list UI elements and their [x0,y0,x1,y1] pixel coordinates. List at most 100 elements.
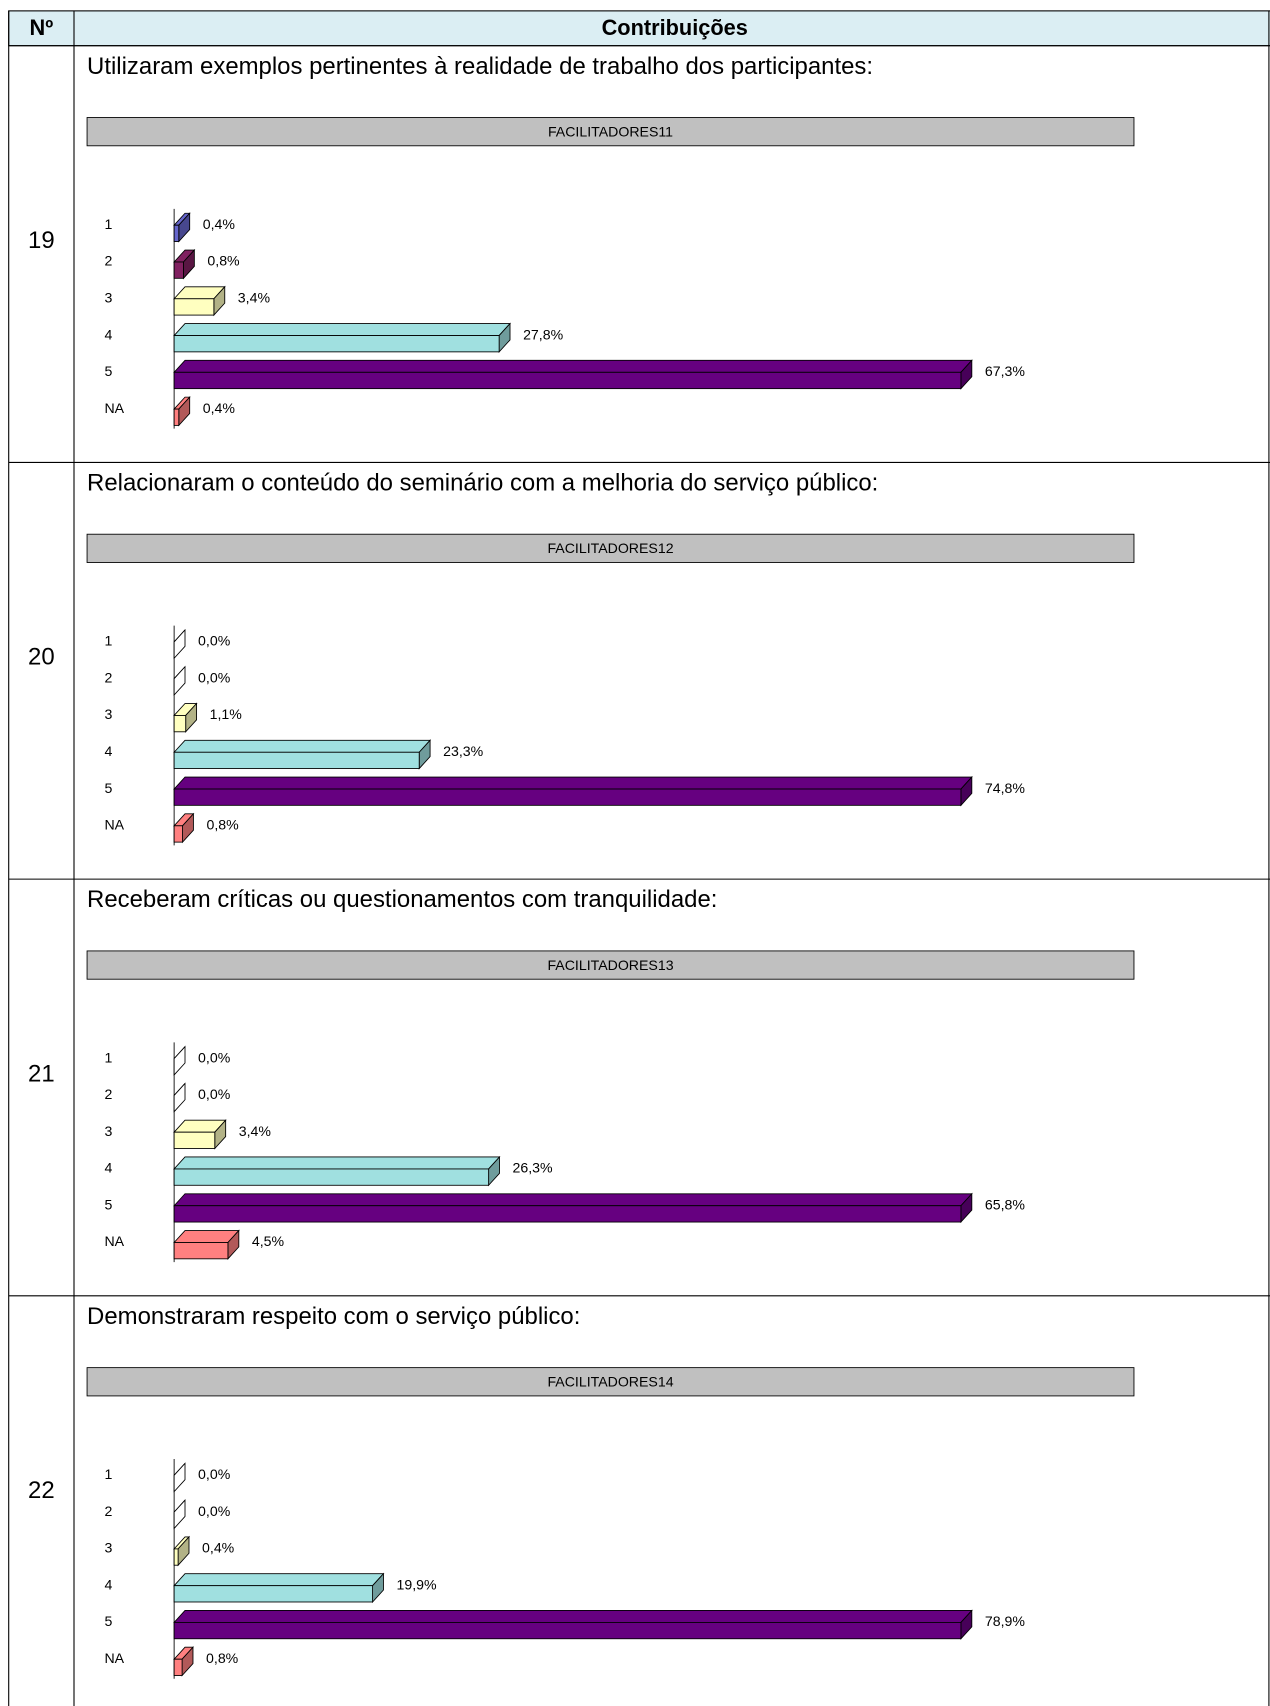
bar-side-shade [960,777,972,806]
value-label: 0,0% [198,669,231,685]
value-label: 0,0% [198,1466,231,1482]
value-label: 0,0% [198,1503,231,1519]
bar-side-shade [419,740,431,769]
header-contributions: Contribuições [602,15,748,40]
chart-title: FACILITADORES11 [548,123,673,139]
value-label: 19,9% [397,1576,437,1592]
category-label: 1 [104,633,112,649]
value-label: 65,8% [985,1196,1025,1212]
bar-top [173,1610,973,1623]
bar [173,788,962,806]
row-number: 21 [28,1060,55,1087]
header-row [8,10,1270,47]
value-label: 0,4% [203,216,236,232]
bar-side-shade [182,813,194,843]
bar-top [173,359,973,373]
bar-side-shade [213,286,225,316]
row-number: 19 [28,227,55,254]
bar-side-shade [185,703,197,732]
bar [173,1131,216,1149]
value-label: 26,3% [513,1160,553,1176]
bar-side-shade [183,250,195,279]
header-number: Nº [30,15,54,40]
category-label: 5 [104,780,112,796]
category-label: 1 [104,216,112,232]
bar-side [173,1082,186,1113]
value-label: 1,1% [210,706,243,722]
value-label: 0,8% [206,817,239,833]
bar-top [173,1156,501,1170]
chart-title-box [86,533,1135,563]
value-label: 67,3% [985,363,1025,379]
bar-side-shade [960,1193,972,1223]
bar-side [173,628,186,660]
bar-side-shade [372,1573,384,1602]
bar [173,408,180,426]
value-label: 3,4% [238,290,271,306]
row-number: 22 [28,1477,55,1504]
bar-side-shade [178,397,190,426]
chart-title: FACILITADORES14 [547,1374,673,1390]
bar-top [173,323,512,336]
chart-title-box [86,1367,1135,1397]
value-label: 23,3% [443,743,483,759]
category-label: 4 [104,743,112,759]
category-label: 2 [104,1503,112,1519]
bar [173,1622,962,1640]
category-label: 1 [104,1049,112,1065]
value-label: 0,0% [198,1049,231,1065]
category-label: 4 [104,1160,112,1176]
question: Utilizaram exemplos pertinentes à realid… [87,53,873,80]
bar [173,751,420,770]
value-label: 27,8% [523,326,563,342]
value-label: 0,8% [207,253,240,269]
category-label: NA [104,1233,124,1249]
category-label: 5 [104,1196,112,1212]
bar-top [173,776,973,790]
bar [173,1658,183,1676]
bar [173,1168,490,1186]
category-label: 5 [104,1613,112,1629]
category-label: 3 [104,290,112,306]
bar-top [173,1193,973,1207]
bar [173,715,187,733]
bar-top [173,739,432,753]
category-label: NA [104,400,124,416]
category-label: 1 [104,1466,112,1482]
value-label: 74,8% [985,780,1025,796]
chart-title: FACILITADORES12 [547,540,673,556]
category-label: 2 [104,669,112,685]
question: Demonstraram respeito com o serviço públ… [87,1303,580,1330]
bar-side [173,665,186,697]
bar [173,1205,962,1223]
bar-side [173,1045,186,1077]
bar-top [173,1573,385,1587]
bar-side-shade [178,1536,189,1566]
chart-title-box [86,117,1135,147]
bar-side-shade [227,1230,239,1259]
bar [173,1585,374,1603]
value-label: 3,4% [239,1123,272,1139]
question: Receberam críticas ou questionamentos co… [87,886,717,913]
bar-side-shade [488,1156,500,1186]
bar-side [173,1462,186,1493]
bar [173,335,500,353]
bar [173,825,183,843]
category-label: 3 [104,1540,112,1556]
bar-side-shade [178,213,190,242]
value-label: 0,8% [206,1650,239,1666]
bar [173,224,180,242]
category-label: 5 [104,363,112,379]
chart-title: FACILITADORES13 [547,957,673,973]
bar-side-shade [214,1120,226,1149]
category-label: NA [104,1650,124,1666]
bar-side-shade [960,1610,972,1639]
category-label: 3 [104,1123,112,1139]
row-number: 20 [28,644,55,671]
category-label: 2 [104,253,112,269]
value-label: 0,0% [198,1086,231,1102]
bar [173,1242,229,1260]
category-label: 4 [104,326,112,342]
value-label: 0,0% [198,633,231,649]
